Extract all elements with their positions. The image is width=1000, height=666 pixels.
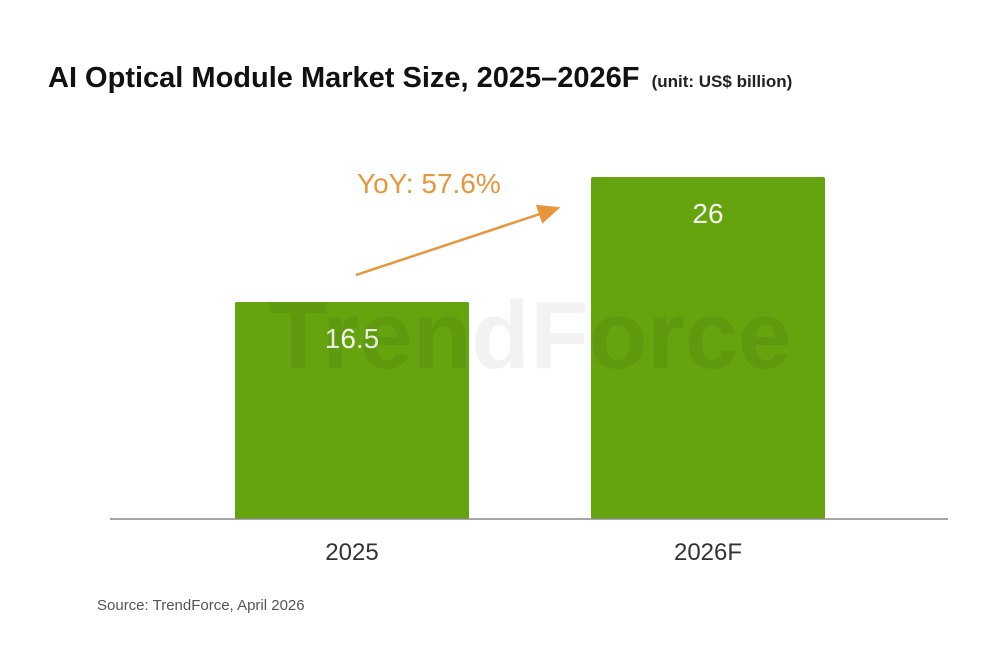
x-tick-label-2025: 2025 xyxy=(325,539,378,566)
x-tick-label-2026F: 2026F xyxy=(674,539,742,566)
bar-2025 xyxy=(235,301,469,519)
chart-title-text: AI Optical Module Market Size, 2025–2026… xyxy=(48,62,640,94)
source-note: Source: TrendForce, April 2026 xyxy=(97,597,305,614)
watermark: TrendForce xyxy=(269,282,792,389)
chart-unit: (unit: US$ billion) xyxy=(651,72,793,91)
chart-title: AI Optical Module Market Size, 2025–2026… xyxy=(48,62,792,95)
data-label-2025: 16.5 xyxy=(325,323,380,354)
data-label-2026F: 26 xyxy=(692,198,723,229)
yoy-annotation: YoY: 57.6% xyxy=(357,168,501,199)
bar-2026F xyxy=(591,177,825,519)
yoy-arrow xyxy=(355,204,561,277)
